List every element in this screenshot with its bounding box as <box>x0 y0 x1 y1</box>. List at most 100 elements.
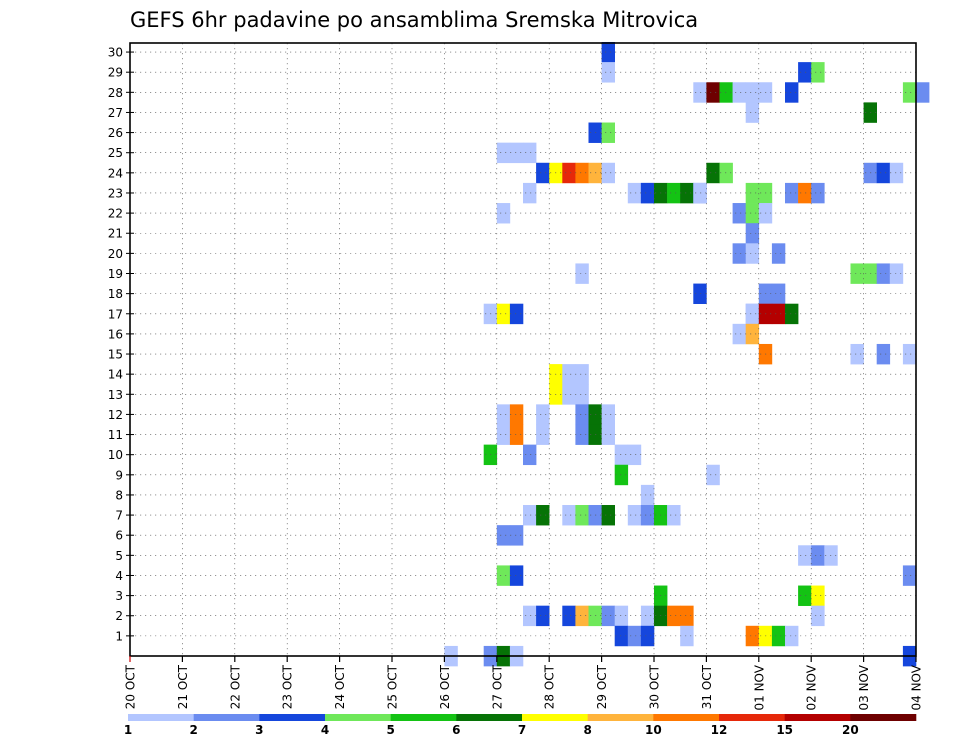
heatmap-cell <box>575 605 589 627</box>
heatmap-cell <box>745 223 760 244</box>
heatmap-cell <box>614 444 629 466</box>
heatmap-cell <box>575 162 589 184</box>
heatmap-cell <box>562 384 576 405</box>
y-tick-label: 11 <box>108 428 123 442</box>
y-tick-label: 8 <box>115 488 123 502</box>
y-tick-label: 20 <box>108 247 123 261</box>
heatmap-cell <box>902 82 917 103</box>
heatmap-cell <box>680 605 694 627</box>
heatmap-cell <box>496 142 511 164</box>
x-tick-label: 28 OCT <box>543 664 557 709</box>
heatmap-cell <box>509 424 524 445</box>
heatmap-cell <box>536 404 550 425</box>
x-tick-label: 30 OCT <box>648 664 662 709</box>
heatmap-cell <box>575 505 589 526</box>
colorbar-label: 5 <box>386 723 394 737</box>
axis-ticks: 1234567891011121314151617181920212223242… <box>108 46 924 711</box>
colorbar-label: 3 <box>255 723 263 737</box>
heatmap-cell <box>496 565 511 586</box>
heatmap-cell <box>798 182 812 204</box>
heatmap-cell <box>575 404 589 425</box>
heatmap-cell <box>536 505 550 526</box>
heatmap-cell <box>523 444 537 466</box>
heatmap-cell <box>627 625 642 647</box>
heatmap-cells <box>444 41 930 667</box>
heatmap-cell <box>811 62 825 83</box>
heatmap-cell <box>601 62 615 83</box>
colorbar-label: 10 <box>645 723 662 737</box>
y-tick-label: 9 <box>115 468 123 482</box>
colorbar-segment <box>719 714 785 721</box>
y-tick-label: 7 <box>115 509 123 523</box>
heatmap-cell <box>811 605 825 627</box>
heatmap-cell <box>916 82 930 103</box>
x-tick-label: 29 OCT <box>595 664 609 709</box>
heatmap-cell <box>771 283 786 304</box>
colorbar-segment <box>259 714 326 721</box>
colorbar-segment <box>653 714 720 721</box>
heatmap-cell <box>876 343 891 365</box>
y-tick-label: 15 <box>108 348 123 362</box>
colorbar-label: 20 <box>842 723 859 737</box>
x-tick-label: 26 OCT <box>438 664 452 709</box>
heatmap-cell <box>523 182 537 204</box>
colorbar-segment <box>325 714 391 721</box>
colorbar-segment <box>456 714 523 721</box>
colorbar-segment <box>587 714 654 721</box>
y-tick-label: 18 <box>108 287 123 301</box>
colorbar-label: 8 <box>583 723 591 737</box>
heatmap-cell <box>798 62 812 83</box>
heatmap-cell <box>745 625 760 647</box>
y-tick-label: 17 <box>108 307 123 321</box>
y-tick-label: 25 <box>108 146 123 160</box>
y-tick-label: 22 <box>108 207 123 221</box>
colorbar-label: 2 <box>189 723 197 737</box>
x-tick-label: 21 OCT <box>176 664 190 709</box>
y-tick-label: 16 <box>108 327 123 341</box>
heatmap-cell <box>876 162 891 184</box>
heatmap-cell <box>601 424 615 445</box>
chart-title: GEFS 6hr padavine po ansamblima Sremska … <box>130 8 698 32</box>
heatmap-cell <box>601 605 615 627</box>
heatmap-cell <box>706 82 720 103</box>
heatmap-cell <box>876 263 891 284</box>
heatmap-cell <box>509 565 524 586</box>
y-tick-label: 21 <box>108 227 123 241</box>
heatmap-cell <box>771 243 786 264</box>
heatmap-cell <box>785 625 799 647</box>
heatmap-cell <box>601 122 615 143</box>
heatmap-cell <box>496 203 511 224</box>
heatmap-cell <box>732 243 746 264</box>
heatmap-cell <box>523 142 537 164</box>
heatmap-cell <box>798 545 812 566</box>
heatmap-cell <box>496 404 511 425</box>
heatmap-cell <box>667 505 681 526</box>
colorbar-segment <box>784 714 851 721</box>
x-tick-label: 25 OCT <box>386 664 400 709</box>
heatmap-cell <box>811 545 825 566</box>
heatmap-cell <box>785 82 799 103</box>
heatmap-cell <box>745 82 760 103</box>
heatmap-cell <box>640 605 655 627</box>
heatmap-cell <box>601 162 615 184</box>
heatmap-cell <box>562 505 576 526</box>
heatmap-cell <box>509 142 524 164</box>
colorbar-label: 12 <box>711 723 728 737</box>
heatmap-cell <box>732 203 746 224</box>
heatmap-cell <box>667 182 681 204</box>
heatmap-cell <box>509 303 524 325</box>
y-tick-label: 1 <box>115 629 123 643</box>
heatmap-cell <box>640 484 655 506</box>
y-tick-label: 5 <box>115 549 123 563</box>
heatmap-cell <box>562 605 576 627</box>
y-tick-label: 3 <box>115 589 123 603</box>
heatmap-cell <box>889 162 904 184</box>
heatmap-cell <box>536 605 550 627</box>
heatmap-cell <box>536 162 550 184</box>
colorbar-segment <box>522 714 588 721</box>
x-tick-label: 31 OCT <box>700 664 714 709</box>
y-tick-label: 27 <box>108 106 123 120</box>
heatmap-cell <box>745 203 760 224</box>
x-tick-label: 02 NOV <box>805 664 819 710</box>
